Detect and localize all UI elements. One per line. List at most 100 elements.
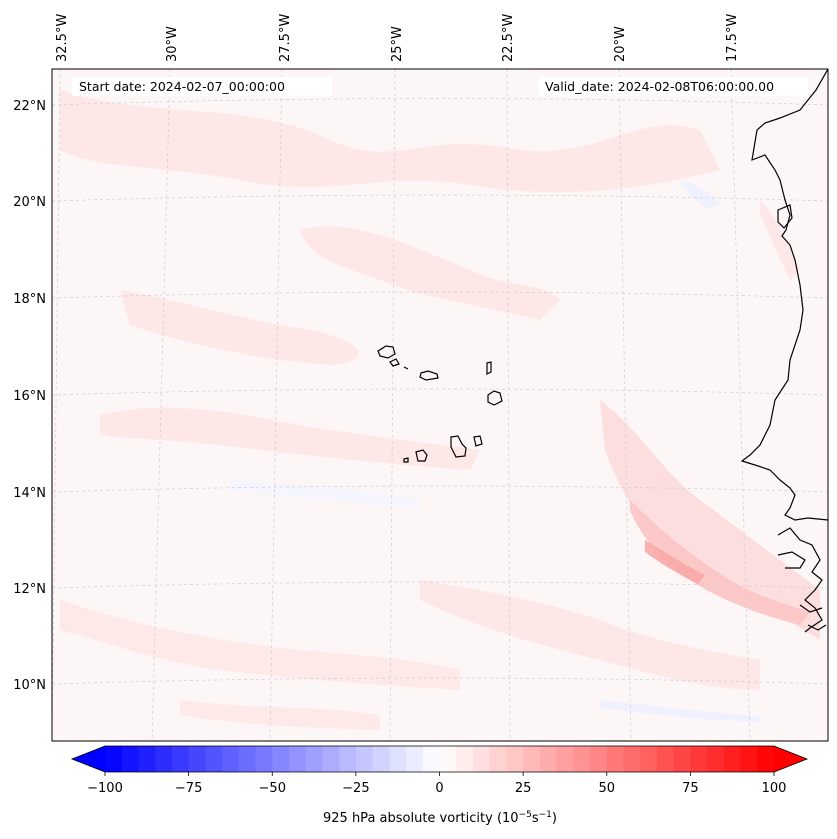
- parallel-12n: [52, 581, 828, 589]
- island-sao-vicente: [389, 358, 400, 367]
- colorbar-segment: [673, 746, 691, 772]
- colorbar-segment: [439, 746, 457, 772]
- colorbar-tick-label: −25: [342, 781, 369, 796]
- island-maio: [473, 435, 483, 447]
- colorbar-segment: [606, 746, 624, 772]
- colorbar-segment: [372, 746, 390, 772]
- colorbar-segment: [523, 746, 541, 772]
- lat-label-16n: 16°N: [13, 389, 46, 404]
- lat-label-12n: 12°N: [13, 582, 46, 597]
- colorbar-tick-label: −50: [259, 781, 286, 796]
- start-date-label: Start date: 2024-02-07_00:00:00: [79, 79, 285, 94]
- colorbar-segment: [389, 746, 407, 772]
- lon-label-17-5w: 17.5°W: [725, 14, 740, 62]
- colorbar-min-extend: [72, 746, 105, 772]
- colorbar-segment: [171, 746, 190, 772]
- island-santiago: [450, 435, 467, 458]
- colorbar-segment: [155, 746, 173, 772]
- colorbar-segment: [355, 746, 374, 772]
- lat-label-22n: 22°N: [13, 99, 46, 114]
- parallel-18n: [52, 291, 828, 299]
- meridian-30w: [151, 69, 171, 741]
- island-boa-vista: [487, 390, 503, 406]
- colorbar-tick-label: 25: [515, 781, 532, 796]
- meridian-20w: [618, 69, 632, 741]
- meridian-32-5w: [52, 69, 61, 741]
- graticule: [52, 69, 828, 741]
- map-plot-area: [52, 69, 828, 741]
- colorbar: −100 −75 −50 −25 0 25 50 75 100 925 hPa absolute…: [70, 745, 809, 826]
- colorbar-label: 925 hPa absolute vorticity (10−5s−1): [323, 810, 557, 826]
- lon-label-20w: 20°W: [613, 26, 628, 62]
- lat-label-10n: 10°N: [13, 678, 46, 693]
- coastline-dakhla: [777, 204, 793, 229]
- colorbar-max-extend: [774, 746, 807, 772]
- start-date-box: [72, 77, 332, 96]
- colorbar-tick-label: 50: [598, 781, 615, 796]
- colorbar-tick-label: −100: [87, 781, 123, 796]
- meridian-17-5w: [730, 69, 751, 741]
- colorbar-segment: [740, 746, 758, 772]
- lon-label-22-5w: 22.5°W: [501, 14, 516, 62]
- island-brava: [403, 457, 409, 463]
- coastline-africa: [740, 69, 828, 521]
- colorbar-segment: [489, 746, 507, 772]
- colorbar-segment: [222, 746, 240, 772]
- colorbar-segment: [506, 746, 524, 772]
- parallel-22n: [52, 98, 828, 106]
- colorbar-segment: [422, 746, 440, 772]
- colorbar-segment: [707, 746, 725, 772]
- colorbar-segment: [121, 746, 139, 772]
- cape-verde-islands: [377, 345, 503, 463]
- colorbar-tick-label: 100: [762, 781, 787, 796]
- island-santa-luzia: [403, 366, 409, 370]
- colorbar-segment: [590, 746, 608, 772]
- colorbar-segment: [255, 746, 273, 772]
- colorbar-segment: [456, 746, 474, 772]
- lon-label-30w: 30°W: [165, 26, 180, 62]
- colorbar-ticks: −100 −75 −50 −25 0 25 50 75 100: [87, 772, 786, 796]
- colorbar-segment: [757, 746, 775, 772]
- colorbar-segment: [138, 746, 156, 772]
- colorbar-segments: [105, 746, 775, 772]
- lat-label-20n: 20°N: [13, 195, 46, 210]
- colorbar-segment: [406, 746, 424, 772]
- map-frame: [51, 68, 829, 742]
- colorbar-segment: [472, 746, 491, 772]
- colorbar-segment: [573, 746, 591, 772]
- lon-label-25w: 25°W: [390, 26, 405, 62]
- colorbar-segment: [539, 746, 558, 772]
- colorbar-segment: [305, 746, 323, 772]
- island-sal: [486, 361, 492, 375]
- meridian-25w: [389, 69, 396, 741]
- coastline-guinea-bissau: [777, 527, 827, 633]
- parallel-14n: [52, 485, 828, 493]
- colorbar-segment: [238, 746, 257, 772]
- colorbar-tick-label: −75: [175, 781, 202, 796]
- colorbar-segment: [105, 746, 123, 772]
- colorbar-segment: [205, 746, 223, 772]
- colorbar-segment: [288, 746, 307, 772]
- colorbar-segment: [272, 746, 290, 772]
- lat-label-18n: 18°N: [13, 292, 46, 307]
- vorticity-field: [60, 90, 820, 730]
- colorbar-tick-label: 75: [682, 781, 699, 796]
- lon-label-32-5w: 32.5°W: [55, 14, 70, 62]
- colorbar-tick-label: 0: [435, 781, 443, 796]
- meridian-27-5w: [269, 69, 283, 741]
- colorbar-segment: [322, 746, 340, 772]
- parallel-16n: [52, 388, 828, 396]
- valid-date-box: [538, 77, 808, 96]
- colorbar-segment: [623, 746, 641, 772]
- lat-label-14n: 14°N: [13, 486, 46, 501]
- colorbar-segment: [339, 746, 357, 772]
- parallel-10n: [52, 677, 828, 685]
- parallel-20n: [52, 194, 828, 202]
- colorbar-segment: [690, 746, 708, 772]
- island-sao-nicolau: [419, 370, 439, 381]
- island-santo-antao: [377, 345, 396, 359]
- lon-label-27-5w: 27.5°W: [278, 14, 293, 62]
- colorbar-segment: [188, 746, 206, 772]
- valid-date-label: Valid_date: 2024-02-08T06:00:00.00: [545, 79, 774, 94]
